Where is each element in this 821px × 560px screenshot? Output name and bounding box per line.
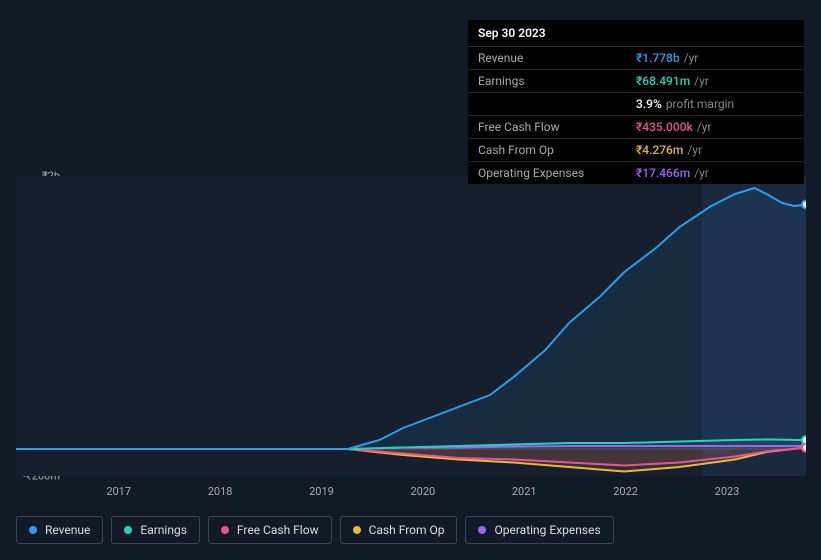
tooltip-row: Operating Expenses₹17.466m/yr bbox=[468, 162, 804, 184]
legend-item[interactable]: Revenue bbox=[16, 516, 103, 544]
tooltip-row-value: ₹1.778b/yr bbox=[636, 51, 794, 65]
x-axis-label: 2019 bbox=[309, 485, 334, 498]
x-axis-label: 2020 bbox=[410, 485, 435, 498]
tooltip-row-label: Cash From Op bbox=[478, 143, 636, 157]
x-axis-label: 2022 bbox=[613, 485, 638, 498]
x-axis-label: 2018 bbox=[208, 485, 233, 498]
legend-item[interactable]: Cash From Op bbox=[340, 516, 458, 544]
tooltip-row-value: ₹17.466m/yr bbox=[636, 166, 794, 180]
tooltip-row-value: ₹435.000k/yr bbox=[636, 120, 794, 134]
tooltip-row-label: Operating Expenses bbox=[478, 166, 636, 180]
legend-item[interactable]: Earnings bbox=[111, 516, 200, 544]
x-axis-label: 2021 bbox=[512, 485, 537, 498]
tooltip-row-value: 3.9%profit margin bbox=[636, 97, 794, 111]
chart-legend: Revenue Earnings Free Cash Flow Cash From O… bbox=[16, 516, 614, 544]
tooltip-row-label: Free Cash Flow bbox=[478, 120, 636, 134]
tooltip-row: Earnings₹68.491m/yr bbox=[468, 70, 804, 93]
hover-tooltip: Sep 30 2023 Revenue₹1.778b/yrEarnings₹68… bbox=[468, 20, 804, 184]
legend-swatch bbox=[124, 526, 132, 534]
tooltip-row: Free Cash Flow₹435.000k/yr bbox=[468, 116, 804, 139]
legend-label: Revenue bbox=[45, 523, 90, 537]
tooltip-row-label: Earnings bbox=[478, 74, 636, 88]
legend-swatch bbox=[353, 526, 361, 534]
tooltip-row: Revenue₹1.778b/yr bbox=[468, 47, 804, 70]
tooltip-row-label bbox=[478, 97, 636, 111]
chart-plot[interactable] bbox=[16, 176, 806, 476]
legend-label: Earnings bbox=[140, 523, 187, 537]
tooltip-row-label: Revenue bbox=[478, 51, 636, 65]
legend-item[interactable]: Free Cash Flow bbox=[208, 516, 332, 544]
tooltip-row-value: ₹68.491m/yr bbox=[636, 74, 794, 88]
tooltip-row: 3.9%profit margin bbox=[468, 93, 804, 116]
legend-label: Cash From Op bbox=[369, 523, 445, 537]
x-axis-label: 2017 bbox=[106, 485, 131, 498]
legend-item[interactable]: Operating Expenses bbox=[465, 516, 613, 544]
legend-swatch bbox=[478, 526, 486, 534]
legend-label: Operating Expenses bbox=[494, 523, 600, 537]
x-axis-label: 2023 bbox=[715, 485, 740, 498]
tooltip-row-value: ₹4.276m/yr bbox=[636, 143, 794, 157]
tooltip-date: Sep 30 2023 bbox=[468, 20, 804, 47]
chart-svg bbox=[16, 176, 806, 476]
legend-swatch bbox=[29, 526, 37, 534]
tooltip-row: Cash From Op₹4.276m/yr bbox=[468, 139, 804, 162]
chart-container: ₹2b₹0-₹200m 2017201820192020202120222023 bbox=[16, 160, 806, 490]
legend-label: Free Cash Flow bbox=[237, 523, 319, 537]
tooltip-rows: Revenue₹1.778b/yrEarnings₹68.491m/yr3.9%… bbox=[468, 47, 804, 184]
legend-swatch bbox=[221, 526, 229, 534]
